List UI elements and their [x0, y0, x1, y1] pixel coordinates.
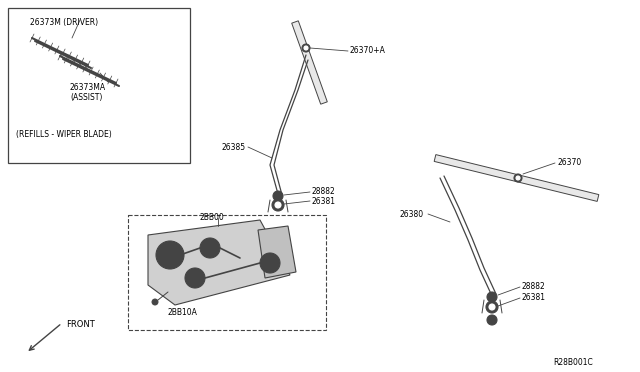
Circle shape [487, 292, 497, 302]
Text: FRONT: FRONT [66, 320, 95, 329]
Circle shape [272, 199, 284, 211]
Polygon shape [148, 220, 290, 305]
Text: 28882: 28882 [312, 187, 336, 196]
Text: 26373MA
(ASSIST): 26373MA (ASSIST) [70, 83, 106, 102]
Circle shape [152, 299, 158, 305]
Circle shape [162, 247, 178, 263]
Circle shape [190, 273, 200, 283]
Text: R28B001C: R28B001C [553, 358, 593, 367]
Text: 28882: 28882 [522, 282, 546, 291]
Text: 26370+A: 26370+A [350, 46, 386, 55]
Circle shape [516, 176, 520, 180]
Circle shape [487, 315, 497, 325]
Text: 26370: 26370 [557, 158, 581, 167]
Text: 26373M (DRIVER): 26373M (DRIVER) [30, 18, 98, 27]
Circle shape [156, 241, 184, 269]
Circle shape [167, 252, 173, 258]
Polygon shape [258, 226, 296, 278]
Text: (REFILLS - WIPER BLADE): (REFILLS - WIPER BLADE) [16, 130, 112, 139]
Circle shape [260, 253, 280, 273]
Polygon shape [292, 21, 327, 104]
Circle shape [200, 238, 220, 258]
Circle shape [205, 243, 215, 253]
Bar [128, 215, 326, 330]
Circle shape [265, 258, 275, 268]
Circle shape [489, 304, 495, 310]
Text: 2BB10A: 2BB10A [168, 308, 198, 317]
Circle shape [185, 268, 205, 288]
Text: 26381: 26381 [522, 293, 546, 302]
Circle shape [275, 202, 281, 208]
Circle shape [304, 46, 308, 50]
Text: 26380: 26380 [400, 210, 424, 219]
Circle shape [514, 174, 522, 182]
Text: 26381: 26381 [312, 197, 336, 206]
Text: 2BB00: 2BB00 [200, 213, 225, 222]
Circle shape [302, 44, 310, 52]
Bar [8, 8, 190, 163]
Circle shape [273, 191, 283, 201]
Text: 26385: 26385 [222, 143, 246, 152]
Polygon shape [434, 155, 599, 201]
Circle shape [486, 301, 498, 313]
